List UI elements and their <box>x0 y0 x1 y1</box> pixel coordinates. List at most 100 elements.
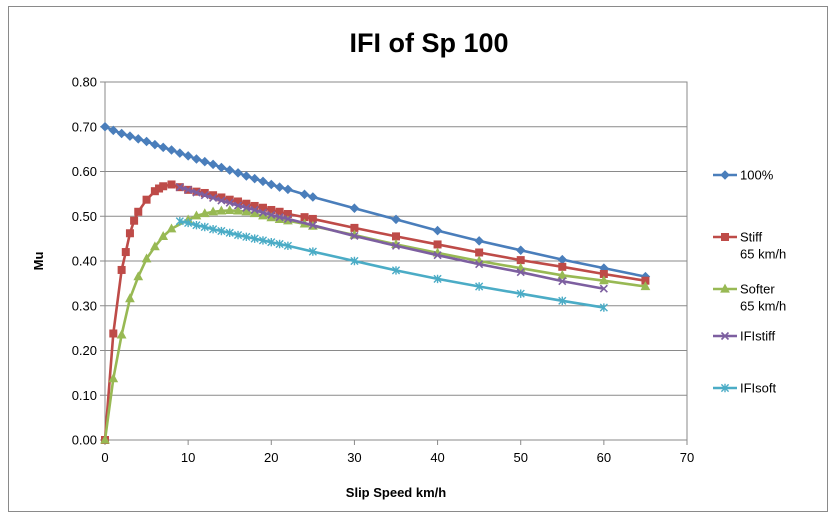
data-point <box>242 203 251 212</box>
data-point <box>121 248 130 257</box>
legend-item-0: 100% <box>713 168 774 183</box>
data-point <box>249 173 260 184</box>
data-point <box>134 207 143 216</box>
data-point <box>475 260 484 269</box>
data-point <box>299 189 310 200</box>
legend-item-2: Softer 65 km/h <box>713 282 786 314</box>
data-point <box>350 231 359 241</box>
data-point <box>516 289 525 298</box>
data-point <box>217 226 226 236</box>
x-tick-label: 50 <box>513 450 527 465</box>
data-point <box>209 193 218 202</box>
data-point <box>250 205 259 215</box>
data-point <box>242 232 251 242</box>
line-chart: IFI of Sp 100 0.000.100.200.300.400.500.… <box>31 28 786 500</box>
data-point <box>141 136 152 147</box>
legend-marker <box>720 170 730 180</box>
x-tick-label: 30 <box>347 450 361 465</box>
data-point <box>175 183 184 192</box>
data-point <box>108 125 119 136</box>
data-point <box>167 180 176 189</box>
data-point <box>275 213 284 222</box>
data-point <box>208 206 218 216</box>
series-3 <box>175 183 608 293</box>
data-point <box>191 154 202 164</box>
data-point <box>200 191 209 200</box>
data-point <box>557 254 568 265</box>
data-point <box>109 329 118 338</box>
data-point <box>100 434 110 444</box>
data-point <box>515 245 526 256</box>
data-point <box>116 128 127 139</box>
data-point <box>233 201 243 210</box>
x-tick-label: 40 <box>430 450 444 465</box>
legend: 100% Stiff 65 km/h Softer 65 km/h IFIstiff IFI… <box>713 168 786 396</box>
x-tick-label: 20 <box>264 450 278 465</box>
y-tick-label: 0.40 <box>72 254 97 269</box>
legend-marker <box>720 331 730 341</box>
data-point <box>241 206 252 216</box>
x-tick-label: 0 <box>101 450 108 465</box>
data-point <box>258 236 268 245</box>
data-point <box>200 222 209 232</box>
data-point <box>233 168 243 178</box>
data-point <box>125 131 135 141</box>
data-point <box>224 205 235 215</box>
legend-item-3: IFIstiff <box>713 329 776 344</box>
data-point <box>125 293 135 303</box>
x-tick-label: 60 <box>597 450 611 465</box>
y-tick-label: 0.10 <box>72 388 97 403</box>
data-point <box>267 210 276 219</box>
data-point <box>158 142 168 153</box>
y-tick-label: 0.00 <box>72 433 97 448</box>
data-point <box>141 253 152 263</box>
data-point <box>130 216 139 225</box>
data-point <box>159 182 168 191</box>
data-point <box>175 148 185 158</box>
data-point <box>557 269 568 279</box>
data-point <box>108 373 119 383</box>
data-point <box>283 214 292 224</box>
legend-item-1: Stiff 65 km/h <box>713 230 786 262</box>
data-point <box>258 208 268 217</box>
y-tick-label: 0.20 <box>72 343 97 358</box>
data-point <box>599 284 608 293</box>
legend-marker <box>721 232 730 241</box>
data-point <box>150 241 160 251</box>
data-point <box>191 210 202 220</box>
data-point <box>117 265 126 274</box>
data-point <box>166 223 177 233</box>
y-tick-label: 0.30 <box>72 298 97 313</box>
data-point <box>133 134 144 144</box>
data-point <box>474 236 484 246</box>
data-point <box>391 241 401 250</box>
data-point <box>142 195 151 204</box>
legend-label: IFIsoft <box>740 381 777 396</box>
data-point <box>308 192 318 202</box>
data-point <box>250 234 259 243</box>
data-point <box>433 274 442 284</box>
data-point <box>133 271 144 281</box>
data-point <box>183 151 193 161</box>
data-point <box>391 232 400 241</box>
data-point <box>217 196 226 205</box>
x-axis-label: Slip Speed km/h <box>346 485 446 500</box>
gridlines <box>105 126 687 396</box>
x-tick-label: 10 <box>181 450 195 465</box>
data-point <box>433 240 442 249</box>
data-point <box>266 179 277 190</box>
y-tick-label: 0.80 <box>72 75 97 90</box>
data-point <box>100 121 110 132</box>
data-point <box>225 198 234 207</box>
data-point <box>150 139 160 150</box>
data-point <box>558 262 567 271</box>
data-point <box>166 145 177 155</box>
data-point <box>125 229 134 238</box>
data-point <box>275 239 284 249</box>
data-point <box>200 156 210 167</box>
data-point <box>184 185 193 194</box>
legend-label: IFIstiff <box>740 329 776 344</box>
data-point <box>475 248 484 257</box>
data-point <box>432 225 443 236</box>
legend-item-4: IFIsoft <box>713 381 777 396</box>
